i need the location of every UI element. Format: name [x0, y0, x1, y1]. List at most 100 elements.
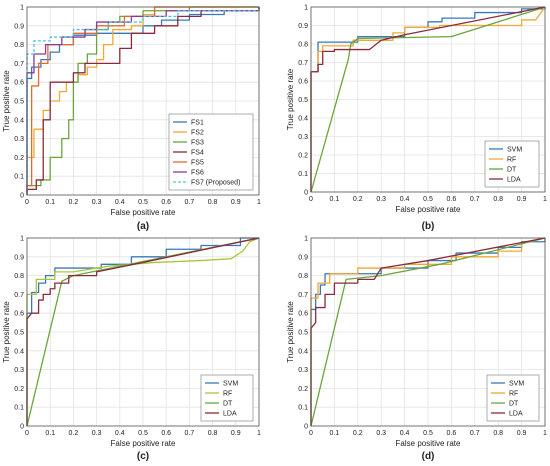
x-tick-label: 0.1 [330, 430, 340, 437]
legend-entry: FS6 [191, 170, 204, 177]
y-tick-label: 0.7 [14, 292, 24, 299]
y-tick-label: 0.9 [14, 254, 24, 261]
y-tick-label: 0.5 [14, 99, 24, 106]
x-tick-label: 0.5 [138, 199, 148, 206]
x-tick-label: 0.2 [69, 430, 79, 437]
y-tick-label: 1 [304, 5, 308, 12]
y-tick-label: 0.5 [298, 97, 308, 104]
x-tick-label: 0.3 [376, 196, 386, 203]
y-axis-label: True positive rate [2, 70, 11, 132]
y-tick-label: 0.2 [14, 386, 24, 393]
y-tick-label: 0.9 [298, 23, 308, 30]
y-tick-label: 1 [304, 236, 308, 243]
x-tick-label: 0.6 [161, 430, 171, 437]
x-tick-label: 0.4 [400, 196, 410, 203]
x-tick-label: 0.8 [493, 196, 503, 203]
y-tick-label: 0.2 [298, 153, 308, 160]
y-tick-label: 0.8 [14, 273, 24, 280]
y-axis-label: True positive rate [286, 301, 295, 363]
x-tick-label: 0.1 [330, 196, 340, 203]
x-tick-label: 0.8 [208, 430, 218, 437]
x-tick-label: 0.1 [45, 199, 55, 206]
x-tick-label: 0.5 [423, 430, 433, 437]
x-tick-label: 0.3 [92, 430, 102, 437]
legend-entry: FS5 [191, 160, 204, 167]
x-tick-label: 0.9 [517, 196, 527, 203]
x-tick-label: 0.8 [208, 199, 218, 206]
legend-entry: DT [509, 401, 519, 408]
legend-entry: RF [223, 391, 232, 398]
y-tick-label: 0.9 [298, 254, 308, 261]
y-tick-label: 0 [304, 424, 308, 431]
y-tick-label: 0.2 [298, 386, 308, 393]
x-tick-label: 0.4 [115, 199, 125, 206]
x-tick-label: 0.9 [231, 199, 241, 206]
y-tick-label: 0 [20, 193, 24, 200]
x-axis-label: False positive rate [111, 208, 176, 217]
legend-entry: FS1 [191, 120, 204, 127]
x-axis-label: False positive rate [111, 439, 176, 448]
x-tick-label: 0.3 [92, 199, 102, 206]
y-tick-label: 0.7 [14, 61, 24, 68]
legend-entry: LDA [509, 411, 523, 418]
legend-entry: RF [509, 391, 518, 398]
y-tick-label: 0.8 [298, 273, 308, 280]
legend-entry: LDA [507, 177, 521, 184]
panel-label: (a) [137, 221, 149, 232]
legend-entry: DT [507, 167, 517, 174]
chart-panel-3: 0 0.1 0.2 0.3 0.4 0.5 0.6 0.7 0.8 0.9 1 0 0.1 0.2 0.3 0… [2, 236, 261, 463]
y-tick-label: 1 [20, 236, 24, 243]
x-axis-label: False positive rate [396, 439, 461, 448]
x-tick-label: 0.7 [470, 196, 480, 203]
y-tick-label: 0.6 [298, 79, 308, 86]
x-tick-label: 0 [25, 430, 29, 437]
legend: SVM RF DT LDA [485, 141, 539, 187]
y-tick-label: 0.1 [14, 405, 24, 412]
y-axis-label: True positive rate [2, 301, 11, 363]
y-tick-label: 0.8 [298, 42, 308, 49]
y-tick-label: 0.9 [14, 23, 24, 30]
chart-panel-2: 0 0.1 0.2 0.3 0.4 0.5 0.6 0.7 0.8 0.9 1 0 0.1 0.2 0.3 0… [286, 5, 547, 233]
x-tick-label: 0.6 [447, 196, 457, 203]
x-tick-label: 0.7 [470, 430, 480, 437]
chart-panel-1: 0 0.1 0.2 0.3 0.4 0.5 0.6 0.7 0.8 0.9 100.10.20.30… [2, 5, 261, 233]
x-tick-label: 0.9 [231, 430, 241, 437]
legend-entry: SVM [223, 381, 238, 388]
legend: SVM RF DT LDA [201, 375, 253, 421]
x-tick-label: 0.2 [69, 199, 79, 206]
x-tick-label: 0 [309, 196, 313, 203]
panel-label: (d) [422, 451, 435, 462]
legend: SVM RF DT LDA [487, 375, 539, 421]
x-tick-label: 0.5 [423, 196, 433, 203]
y-tick-label: 0.1 [298, 171, 308, 178]
y-tick-label: 0 [20, 424, 24, 431]
y-tick-label: 0.4 [14, 117, 24, 124]
y-tick-label: 0.4 [298, 348, 308, 355]
legend-entry: RF [507, 157, 516, 164]
x-tick-label: 1 [543, 430, 547, 437]
y-tick-label: 0.3 [14, 136, 24, 143]
x-tick-label: 0.7 [185, 430, 195, 437]
legend-entry: LDA [223, 411, 237, 418]
legend-entry: FS7 (Proposed) [191, 180, 240, 187]
x-tick-label: 1 [257, 199, 261, 206]
y-axis-label: True positive rate [286, 68, 295, 130]
legend-entry: SVM [509, 381, 524, 388]
y-tick-label: 0 [304, 190, 308, 197]
x-tick-label: 1 [543, 196, 547, 203]
x-tick-label: 0.2 [353, 196, 363, 203]
x-tick-label: 0.6 [161, 199, 171, 206]
legend-entry: FS3 [191, 140, 204, 147]
x-tick-label: 0.4 [115, 430, 125, 437]
x-tick-label: 0.9 [517, 430, 527, 437]
y-tick-label: 0.1 [14, 174, 24, 181]
y-tick-label: 0.2 [14, 155, 24, 162]
legend-entry: SVM [507, 147, 522, 154]
x-tick-label: 0.7 [185, 199, 195, 206]
panel-label: (b) [422, 221, 435, 232]
x-tick-label: 0.8 [493, 430, 503, 437]
y-tick-label: 0.3 [298, 134, 308, 141]
y-tick-label: 0.7 [298, 292, 308, 299]
x-tick-label: 0.5 [138, 430, 148, 437]
legend-entry: DT [223, 401, 233, 408]
